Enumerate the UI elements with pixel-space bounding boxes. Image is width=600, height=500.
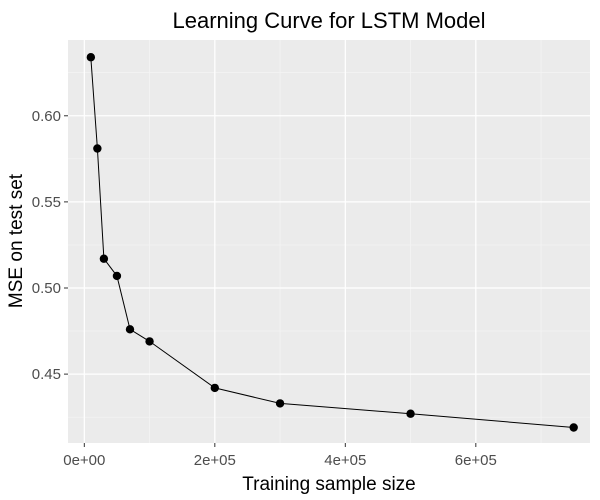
y-tick-label: 0.50 [32,280,61,297]
major-gridlines [68,40,590,443]
data-point [86,53,96,62]
data-point [406,409,415,418]
y-tick-label: 0.45 [32,366,61,383]
y-axis-title: MSE on test set [6,173,27,308]
x-tick-label: 6e+05 [455,452,497,469]
data-point [93,144,102,153]
data-point [145,337,154,346]
x-tick-labels: 0e+00 2e+05 4e+05 6e+05 [63,452,497,469]
series-line [90,57,574,428]
data-point [125,325,135,334]
y-tick-label: 0.55 [32,194,61,211]
x-axis-title: Training sample size [242,474,416,495]
y-tick-label: 0.60 [32,108,61,125]
x-tick-label: 2e+05 [194,452,236,469]
data-point [210,383,220,393]
data-point [275,399,285,408]
y-tick-labels: 0.45 0.50 0.55 0.60 [32,108,61,383]
series-layer [86,53,578,432]
data-point [569,423,578,432]
x-tick-label: 0e+00 [63,452,105,469]
data-point [99,254,109,263]
minor-gridlines [68,40,590,443]
chart-title: Learning Curve for LSTM Model [172,8,485,33]
x-tick-label: 4e+05 [324,452,366,469]
data-point [112,271,122,281]
plot-panel [68,40,590,443]
axis-ticks [64,115,477,447]
